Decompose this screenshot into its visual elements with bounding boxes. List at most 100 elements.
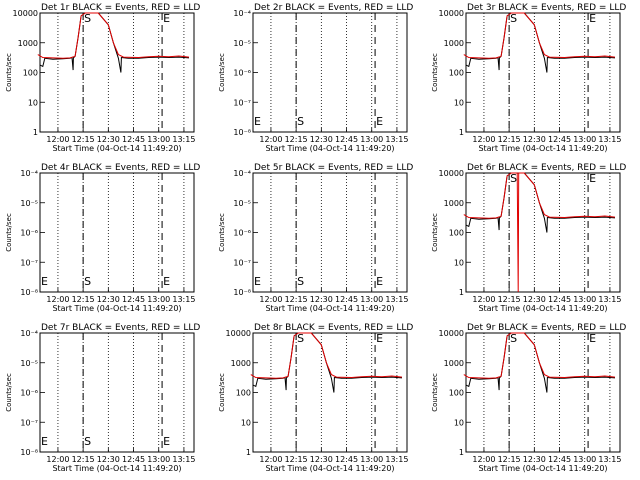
marker-label: S [297,275,304,288]
y-tick-label: 10⁻⁵ [233,199,251,208]
x-tick-label: 12:45 [548,455,571,464]
x-tick-label: 12:45 [335,455,358,464]
y-tick-label: 100 [23,69,38,78]
x-tick-label: 13:15 [385,135,408,144]
y-tick-label: 10⁻⁶ [20,229,38,238]
plot-frame [465,172,621,293]
y-axis-label: Counts/sec [218,53,226,92]
x-tick-label: 13:00 [360,135,383,144]
panel-title: Det 3r BLACK = Events, RED = LLD [467,3,626,13]
y-axis-label: Counts/sec [218,373,226,412]
marker-label: S [297,115,304,128]
y-tick-label: 10⁻⁶ [20,389,38,398]
marker-label: E [589,332,596,345]
x-tick-label: 12:00 [472,295,495,304]
x-tick-label: 12:30 [523,135,546,144]
y-tick-label: 10000 [439,9,464,18]
marker-label: E [41,275,48,288]
y-tick-label: 100 [449,229,464,238]
plot-frame [252,172,408,293]
x-tick-label: 12:45 [335,295,358,304]
marker-label: S [84,12,91,25]
plot-frame [39,12,195,133]
x-tick-label: 12:30 [310,135,333,144]
x-tick-label: 12:00 [259,135,282,144]
x-tick-label: 12:00 [472,135,495,144]
marker-label: E [376,115,383,128]
x-tick-label: 13:00 [360,295,383,304]
x-tick-label: 12:30 [523,295,546,304]
y-tick-label: 10 [454,258,464,267]
y-tick-label: 10⁻⁸ [20,288,38,297]
x-tick-label: 12:15 [285,135,308,144]
y-tick-label: 1 [246,448,251,457]
x-tick-label: 13:00 [573,455,596,464]
y-tick-label: 1 [459,448,464,457]
marker-label: E [163,435,170,448]
marker-label: S [297,332,304,345]
y-tick-label: 100 [449,389,464,398]
panel-title: Det 2r BLACK = Events, RED = LLD [254,3,413,13]
marker-label: S [84,435,91,448]
marker-label: E [589,172,596,185]
series-lld-line [463,332,616,379]
x-tick-label: 12:45 [548,295,571,304]
plot-frame [252,332,408,453]
y-tick-label: 10⁻⁷ [20,258,38,267]
series-lld-line [463,12,616,59]
x-tick-label: 12:15 [72,295,95,304]
panel-title: Det 1r BLACK = Events, RED = LLD [41,3,200,13]
marker-label: E [376,332,383,345]
plot-frame [39,172,195,293]
x-tick-label: 13:00 [147,295,170,304]
plot-frame [39,332,195,453]
x-tick-label: 12:45 [122,135,145,144]
x-tick-label: 12:30 [523,455,546,464]
x-axis-label: Start Time (04-Oct-14 11:49:20) [52,144,181,153]
panel-title: Det 9r BLACK = Events, RED = LLD [467,323,626,333]
x-tick-label: 13:15 [598,135,621,144]
x-tick-label: 13:00 [147,135,170,144]
x-tick-label: 13:15 [172,135,195,144]
marker-label: E [41,435,48,448]
x-tick-label: 12:30 [97,455,120,464]
panel-title: Det 4r BLACK = Events, RED = LLD [41,163,200,173]
plot-frame [252,12,408,133]
x-tick-label: 12:15 [72,455,95,464]
x-tick-label: 12:15 [498,295,521,304]
x-tick-label: 12:15 [285,455,308,464]
series-lld-line [250,332,403,379]
x-axis-label: Start Time (04-Oct-14 11:49:20) [478,304,607,313]
marker-label: E [254,115,261,128]
y-tick-label: 10⁻⁴ [20,329,38,338]
x-tick-label: 13:00 [573,295,596,304]
x-tick-label: 12:00 [46,455,69,464]
panel-title: Det 8r BLACK = Events, RED = LLD [254,323,413,333]
y-axis-label: Counts/sec [431,53,439,92]
y-tick-label: 10000 [13,9,38,18]
y-tick-label: 1000 [444,39,464,48]
x-axis-label: Start Time (04-Oct-14 11:49:20) [52,304,181,313]
series-lld-line [463,172,616,293]
y-tick-label: 10⁻⁴ [233,169,251,178]
y-tick-label: 100 [236,389,251,398]
y-tick-label: 10 [241,418,251,427]
x-tick-label: 13:15 [172,295,195,304]
y-tick-label: 10⁻⁷ [233,98,251,107]
y-tick-label: 10 [28,98,38,107]
marker-label: E [589,12,596,25]
y-tick-label: 10⁻⁸ [233,288,251,297]
y-tick-label: 1 [33,128,38,137]
marker-label: S [84,275,91,288]
x-tick-label: 13:15 [385,455,408,464]
x-tick-label: 12:00 [472,455,495,464]
y-tick-label: 1 [459,128,464,137]
x-tick-label: 12:15 [498,455,521,464]
y-tick-label: 1000 [444,199,464,208]
y-tick-label: 10⁻⁸ [20,448,38,457]
y-tick-label: 10⁻⁷ [20,418,38,427]
